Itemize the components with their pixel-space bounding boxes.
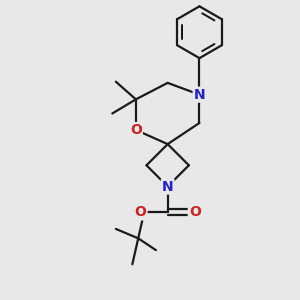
Text: O: O <box>135 206 146 219</box>
Text: O: O <box>130 123 142 137</box>
Text: N: N <box>194 88 205 102</box>
Text: N: N <box>162 179 173 194</box>
Text: O: O <box>189 206 201 219</box>
